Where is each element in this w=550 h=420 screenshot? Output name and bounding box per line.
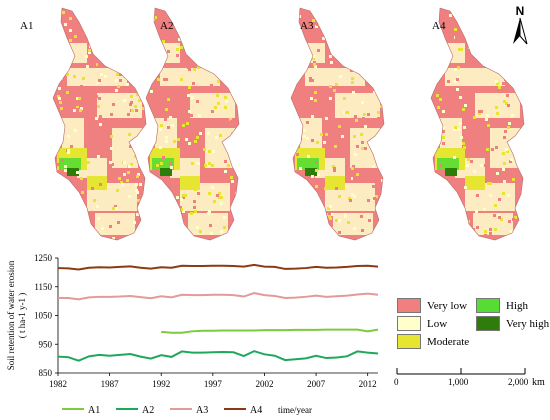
x-tick-label: 1997: [204, 379, 223, 389]
legend-swatch: [476, 298, 500, 313]
scale-tick-0: 0: [394, 377, 399, 387]
legend-series-label: A1: [88, 405, 100, 416]
scale-bar: [396, 368, 526, 375]
series-line-a4: [57, 263, 379, 271]
x-tick-label: 2012: [359, 379, 377, 389]
map-label-a2: A2: [160, 20, 174, 32]
legend-label: Very low: [427, 299, 468, 312]
legend-item-low: Low: [397, 316, 447, 331]
y-tick-label: 1150: [34, 282, 52, 292]
map-label-a4: A4: [432, 20, 446, 32]
legend-item-very-high: Very high: [476, 316, 549, 331]
legend-label: Very high: [506, 317, 550, 330]
x-tick-label: 2007: [307, 379, 326, 389]
y-axis-label: Soil retention of water erosion: [6, 260, 16, 370]
y-tick-label: 950: [39, 339, 53, 349]
legend-swatch: [476, 316, 500, 331]
legend-item-high: High: [476, 298, 528, 313]
legend-label: High: [506, 299, 528, 312]
series-line-a3: [58, 292, 379, 301]
legend-label: Moderate: [427, 335, 470, 348]
legend-swatch: [397, 316, 421, 331]
legend-series-label: A3: [196, 405, 208, 416]
legend-swatch: [397, 334, 421, 349]
y-axis-label: ( t ha-1 y-1 ): [17, 293, 27, 338]
x-tick-label: 1987: [101, 379, 120, 389]
scale-tick-2000: 2,000: [508, 377, 529, 387]
legend-label: Low: [427, 317, 448, 330]
scale-tick-1000: 1,000: [448, 377, 469, 387]
y-tick-label: 850: [39, 368, 53, 378]
y-tick-label: 1250: [34, 253, 53, 263]
legend-series-label: A4: [250, 405, 262, 416]
x-tick-label: 1992: [152, 379, 170, 389]
north-label: N: [516, 4, 525, 18]
x-tick-label: 2002: [255, 379, 273, 389]
map-label-a1: A1: [20, 20, 34, 32]
x-axis-label: time/year: [278, 405, 312, 415]
map-label-a3: A3: [300, 20, 314, 32]
series-line-a1: [161, 328, 379, 334]
map-panel-3: [291, 8, 384, 240]
line-chart: 850 950 1050 1150 1250 1982 1987 1992 1997 2002 20…: [6, 253, 379, 416]
legend-series-label: A2: [142, 405, 154, 416]
series-line-a2: [57, 350, 379, 362]
legend-swatch: [397, 298, 421, 313]
scale-unit: km: [532, 377, 545, 388]
north-arrow-icon: N: [513, 4, 528, 45]
maps-area: [52, 7, 525, 241]
legend-item-very-low: Very low: [397, 298, 467, 313]
y-tick-label: 1050: [34, 311, 53, 321]
x-tick-label: 1982: [49, 379, 67, 389]
legend-item-moderate: Moderate: [397, 334, 469, 349]
map-panel-1: [53, 8, 146, 240]
map-panel-2: [146, 8, 239, 240]
